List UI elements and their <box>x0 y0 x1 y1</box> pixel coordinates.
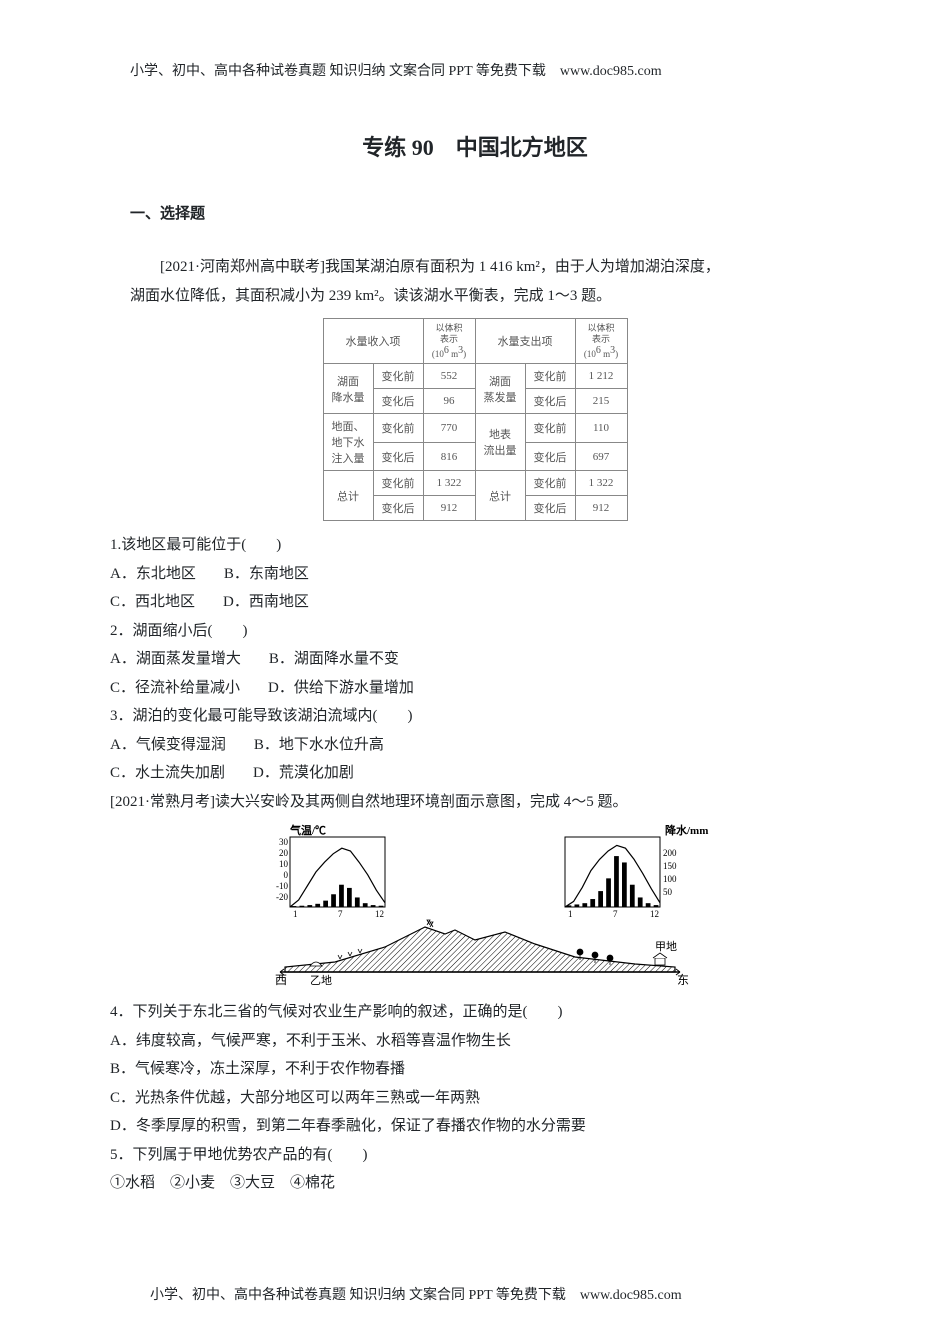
cell: 变化后 <box>525 389 575 414</box>
q2-opts-ab: A．湖面蒸发量增大B．湖面降水量不变 <box>110 645 840 674</box>
cell: 912 <box>575 496 627 521</box>
cell: 变化前 <box>373 414 423 443</box>
cell: 变化前 <box>373 471 423 496</box>
q3-opts-ab: A．气候变得湿润B．地下水水位升高 <box>110 731 840 760</box>
cell: 地表流出量 <box>475 414 525 471</box>
svg-text:东: 东 <box>677 973 689 987</box>
th-income: 水量收入项 <box>323 319 423 364</box>
q3-opts-cd: C．水土流失加剧D．荒漠化加剧 <box>110 759 840 788</box>
q2-text: 2．湖面缩小后( ) <box>110 617 840 646</box>
cell: 变化后 <box>373 389 423 414</box>
cell: 96 <box>423 389 475 414</box>
section-heading: 一、选择题 <box>130 202 840 223</box>
cell: 变化后 <box>373 496 423 521</box>
cell: 697 <box>575 442 627 471</box>
svg-text:7: 7 <box>613 909 618 919</box>
temp-label: 气温/℃ <box>289 823 326 837</box>
th-vol-1: 以体积表示(106 m3) <box>423 319 475 364</box>
svg-text:-10: -10 <box>276 881 288 891</box>
intro-2: [2021·常熟月考]读大兴安岭及其两侧自然地理环境剖面示意图，完成 4～5 题… <box>110 788 840 817</box>
cell: 110 <box>575 414 627 443</box>
cell: 地面、地下水注入量 <box>323 414 373 471</box>
cell: 变化后 <box>373 442 423 471</box>
svg-text:10: 10 <box>279 859 289 869</box>
svg-text:150: 150 <box>663 861 677 871</box>
left-climate-chart: 302010 0-10-20 1 7 12 <box>276 837 385 919</box>
precip-label: 降水/mm <box>665 823 708 837</box>
q4-a: A．纬度较高，气候严寒，不利于玉米、水稻等喜温作物生长 <box>110 1027 840 1056</box>
main-title: 专练 90 中国北方地区 <box>110 130 840 162</box>
cell: 变化前 <box>373 364 423 389</box>
q1-opts-cd: C．西北地区D．西南地区 <box>110 588 840 617</box>
cell: 变化前 <box>525 471 575 496</box>
q1-opts-ab: A．东北地区B．东南地区 <box>110 560 840 589</box>
q4-d: D．冬季厚厚的积雪，到第二年春季融化，保证了春播农作物的水分需要 <box>110 1112 840 1141</box>
svg-text:1: 1 <box>568 909 573 919</box>
q4-text: 4．下列关于东北三省的气候对农业生产影响的叙述，正确的是( ) <box>110 998 840 1027</box>
cell: 湖面蒸发量 <box>475 364 525 414</box>
cell: 552 <box>423 364 475 389</box>
cell: 215 <box>575 389 627 414</box>
svg-text:50: 50 <box>663 887 673 897</box>
cell: 770 <box>423 414 475 443</box>
terrain-profile: 西 东 甲地 乙地 <box>275 920 689 987</box>
intro-paragraph-1b: 湖面水位降低，其面积减小为 239 km²。读该湖水平衡表，完成 1～3 题。 <box>130 282 840 311</box>
cell: 变化后 <box>525 442 575 471</box>
svg-text:12: 12 <box>375 909 384 919</box>
cell: 816 <box>423 442 475 471</box>
q2-opts-cd: C．径流补给量减小D．供给下游水量增加 <box>110 674 840 703</box>
right-climate-chart: 200 150 100 50 1 7 12 <box>565 837 677 919</box>
cell: 1 212 <box>575 364 627 389</box>
cell: 变化后 <box>525 496 575 521</box>
q3-text: 3．湖泊的变化最可能导致该湖泊流域内( ) <box>110 702 840 731</box>
q4-b: B．气候寒冷，冻土深厚，不利于农作物春播 <box>110 1055 840 1084</box>
cell: 912 <box>423 496 475 521</box>
svg-text:12: 12 <box>650 909 659 919</box>
climate-profile-diagram: 气温/℃ 降水/mm 302010 0-10-20 1712 200150100… <box>235 822 715 992</box>
cell: 湖面降水量 <box>323 364 373 414</box>
cell: 总计 <box>323 471 373 521</box>
svg-text:西: 西 <box>275 973 287 987</box>
cell: 变化前 <box>525 364 575 389</box>
q1-text: 1.该地区最可能位于( ) <box>110 531 840 560</box>
page-footer: 小学、初中、高中各种试卷真题 知识归纳 文案合同 PPT 等免费下载 www.d… <box>150 1284 682 1304</box>
svg-text:0: 0 <box>284 870 289 880</box>
page-header: 小学、初中、高中各种试卷真题 知识归纳 文案合同 PPT 等免费下载 www.d… <box>130 60 840 80</box>
th-vol-2: 以体积表示(106 m3) <box>575 319 627 364</box>
svg-text:20: 20 <box>279 848 289 858</box>
svg-text:甲地: 甲地 <box>655 940 677 953</box>
svg-text:-20: -20 <box>276 892 288 902</box>
svg-text:1: 1 <box>293 909 298 919</box>
svg-text:30: 30 <box>279 837 289 847</box>
water-balance-table: 水量收入项 以体积表示(106 m3) 水量支出项 以体积表示(106 m3) … <box>323 318 628 521</box>
cell: 变化前 <box>525 414 575 443</box>
cell: 总计 <box>475 471 525 521</box>
cell: 1 322 <box>575 471 627 496</box>
intro-paragraph-1: [2021·河南郑州高中联考]我国某湖泊原有面积为 1 416 km²，由于人为… <box>130 253 840 282</box>
svg-text:7: 7 <box>338 909 343 919</box>
q4-c: C．光热条件优越，大部分地区可以两年三熟或一年两熟 <box>110 1084 840 1113</box>
cell: 1 322 <box>423 471 475 496</box>
svg-text:乙地: 乙地 <box>310 974 332 987</box>
th-expend: 水量支出项 <box>475 319 575 364</box>
q5-text: 5．下列属于甲地优势农产品的有( ) <box>110 1141 840 1170</box>
svg-text:200: 200 <box>663 848 677 858</box>
svg-text:100: 100 <box>663 874 677 884</box>
q5-opts: ①水稻 ②小麦 ③大豆 ④棉花 <box>110 1169 840 1198</box>
